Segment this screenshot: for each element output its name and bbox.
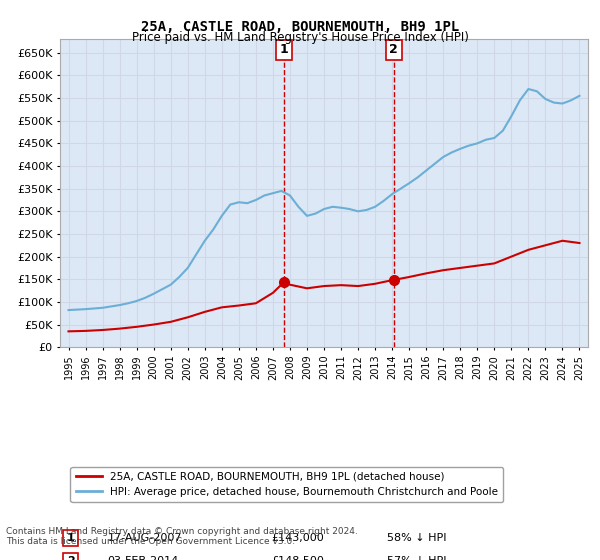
Text: 57% ↓ HPI: 57% ↓ HPI: [388, 556, 447, 560]
Text: 25A, CASTLE ROAD, BOURNEMOUTH, BH9 1PL: 25A, CASTLE ROAD, BOURNEMOUTH, BH9 1PL: [141, 20, 459, 34]
Text: 17-AUG-2007: 17-AUG-2007: [107, 533, 182, 543]
Text: £148,500: £148,500: [271, 556, 324, 560]
Text: Price paid vs. HM Land Registry's House Price Index (HPI): Price paid vs. HM Land Registry's House …: [131, 31, 469, 44]
Text: £143,000: £143,000: [271, 533, 324, 543]
Text: 58% ↓ HPI: 58% ↓ HPI: [388, 533, 447, 543]
Legend: 25A, CASTLE ROAD, BOURNEMOUTH, BH9 1PL (detached house), HPI: Average price, det: 25A, CASTLE ROAD, BOURNEMOUTH, BH9 1PL (…: [70, 466, 503, 502]
Text: 1: 1: [67, 533, 74, 543]
Text: 1: 1: [279, 44, 288, 57]
Text: 2: 2: [67, 556, 74, 560]
Text: Contains HM Land Registry data © Crown copyright and database right 2024.
This d: Contains HM Land Registry data © Crown c…: [6, 526, 358, 546]
Text: 2: 2: [389, 44, 398, 57]
Text: 03-FEB-2014: 03-FEB-2014: [107, 556, 179, 560]
